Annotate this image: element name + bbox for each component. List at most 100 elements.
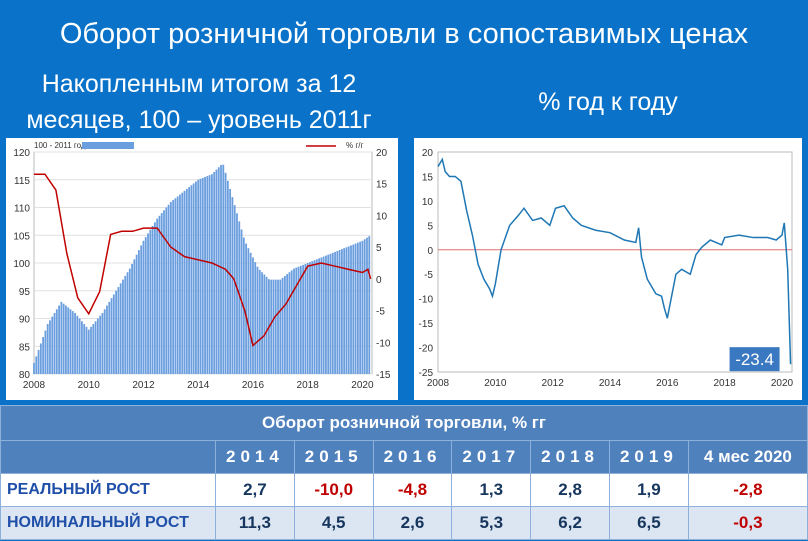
col-header: 2015 [293,440,374,474]
table-cell: 6,2 [530,506,610,540]
data-label: -23.4 [735,350,774,369]
y-tick-label: 80 [19,370,31,381]
bar [188,187,190,374]
right-chart-subtitle: % год к году [538,88,678,116]
bar [272,279,275,374]
col-header: 2016 [372,440,453,474]
bar [315,259,318,374]
bar [174,198,177,374]
col-header: 2019 [608,440,689,474]
bar [128,268,131,374]
x-tick-label: 2018 [714,378,737,389]
bar [39,343,42,374]
x-tick-label: 2010 [78,380,101,391]
bar [281,277,284,374]
bar [363,239,366,374]
bar [122,279,124,374]
bar [87,329,90,374]
y-tick-label: 5 [427,221,433,232]
right-chart-panel: -25 -20 -15 -10 -5 0 5 10 15 20 2008 2010 2012 2014 20… [414,138,802,400]
col-header: 2014 [215,440,295,474]
y-tick-label: 20 [422,148,434,159]
y-tick-label: 90 [19,315,31,326]
bar [85,326,88,374]
bar [71,311,74,374]
bar [313,260,316,374]
bar [115,290,118,374]
bar [290,270,293,374]
bar [293,268,295,374]
bar [190,185,193,374]
bar [158,215,161,374]
bar [263,274,266,374]
table-cell: 1,9 [608,473,689,507]
bar [99,315,102,374]
bar [151,226,154,374]
x-tick-label: 2008 [23,380,46,391]
bar [347,246,350,374]
bar [265,276,268,374]
table-cell: 1,3 [451,473,532,507]
table-cell: -10,0 [293,473,374,507]
y2-tick-label: 15 [376,180,388,191]
y2-tick-label: -5 [376,307,385,318]
bar [309,262,311,374]
bar [103,309,106,374]
bar [112,294,115,374]
table-cell: 2,7 [215,473,295,507]
bar [245,243,248,374]
x-tick-label: 2012 [542,378,565,389]
table-cell: 6,5 [608,506,689,540]
x-tick-label: 2014 [599,378,622,389]
bar [215,169,218,374]
bar [222,164,225,374]
y2-tick-label: -10 [376,338,391,349]
table-cell: -4,8 [372,473,453,507]
bar [156,218,159,374]
table-cell: -0,3 [687,506,808,540]
bar [331,252,334,374]
bar [311,261,314,374]
bar [153,222,156,374]
bar [96,318,99,374]
bar [185,189,188,374]
bar [181,192,184,374]
bar [126,272,129,374]
y-tick-label: 15 [422,172,434,183]
table-cell: -2,8 [687,473,808,507]
bar [201,177,204,374]
bar [101,312,104,374]
bar [297,266,300,374]
bar [204,176,206,374]
bar [247,248,250,374]
y-tick-label: -20 [419,344,434,355]
table-cell: 2,6 [372,506,453,540]
bar [320,257,323,374]
bar [119,283,122,374]
bar [192,183,195,374]
left-chart-panel: 80 85 90 95 100 105 110 115 120 -15 -10 -5 0 5 10 15 20 2… [6,138,398,400]
table-row: НОМИНАЛЬНЫЙ РОСТ 11,3 4,5 2,6 5,3 6,2 6,… [0,506,808,540]
y2-tick-label: 20 [376,148,388,159]
series-line [34,173,372,347]
y2-tick-label: -15 [376,370,391,381]
y-tick-label: -5 [424,270,433,281]
x-tick-label: 2018 [297,380,320,391]
bar [334,251,336,374]
bar [110,298,113,374]
y-tick-label: -10 [419,295,434,306]
bar [302,264,305,374]
bar [299,265,302,374]
bar [165,207,168,374]
bar [179,194,181,374]
bar [304,263,307,374]
table-title: Оборот розничной торговли, % гг [0,405,808,441]
col-header: 2018 [530,440,610,474]
bar [140,245,143,374]
bar [279,279,282,374]
bar [252,257,254,374]
legend-swatch [82,142,134,149]
plot-area [437,151,793,373]
bar [361,240,364,374]
bar [329,253,332,374]
